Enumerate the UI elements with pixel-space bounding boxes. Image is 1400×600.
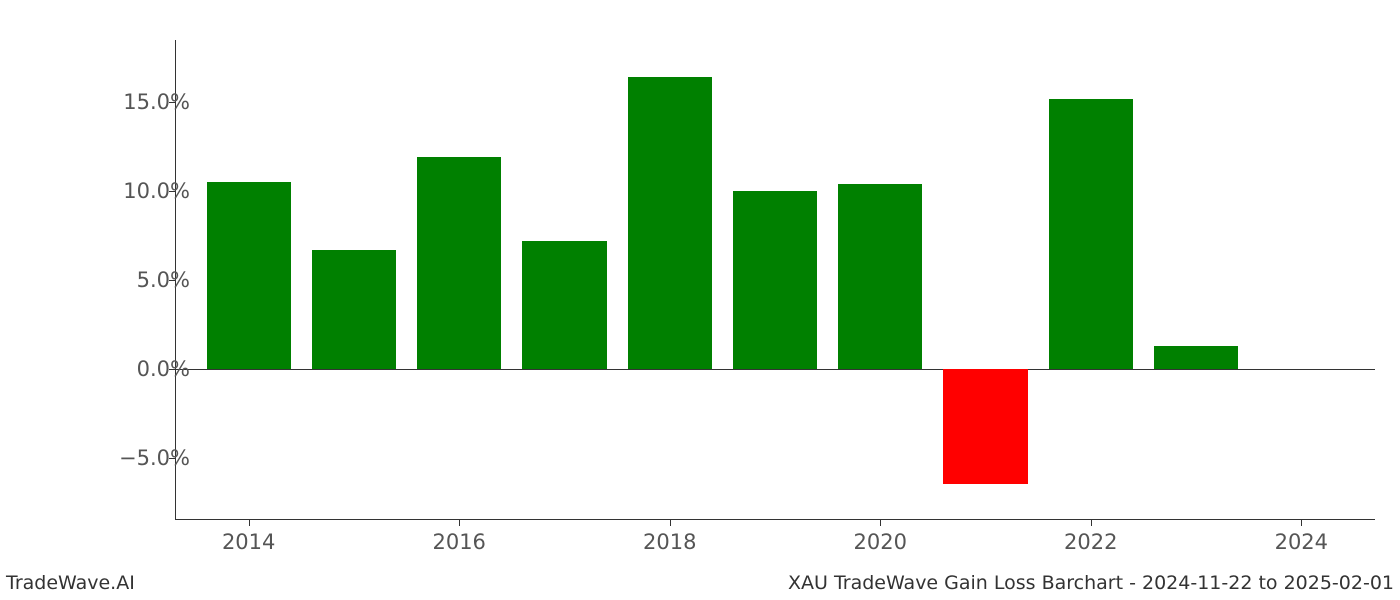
x-tick-label: 2022 [1064, 530, 1117, 554]
x-tick-label: 2024 [1275, 530, 1328, 554]
x-axis-line [175, 519, 1375, 520]
bar [943, 369, 1027, 485]
y-tick-label: 0.0% [137, 357, 190, 381]
x-tick-mark [459, 520, 460, 526]
x-tick-mark [1301, 520, 1302, 526]
bar [207, 182, 291, 369]
bar [733, 191, 817, 369]
bar [417, 157, 501, 369]
x-tick-label: 2014 [222, 530, 275, 554]
bar [628, 77, 712, 369]
chart-container [175, 40, 1375, 520]
bar [1154, 346, 1238, 369]
x-tick-label: 2016 [432, 530, 485, 554]
y-tick-label: 15.0% [123, 90, 190, 114]
y-tick-label: 5.0% [137, 268, 190, 292]
y-tick-label: 10.0% [123, 179, 190, 203]
x-tick-mark [1091, 520, 1092, 526]
x-tick-mark [249, 520, 250, 526]
footer-right-text: XAU TradeWave Gain Loss Barchart - 2024-… [788, 572, 1394, 594]
plot-area [175, 40, 1375, 520]
x-tick-label: 2018 [643, 530, 696, 554]
footer-left-text: TradeWave.AI [6, 572, 135, 594]
bar [522, 241, 606, 369]
y-tick-label: −5.0% [119, 446, 190, 470]
x-tick-mark [880, 520, 881, 526]
bar [1049, 99, 1133, 369]
zero-line [175, 369, 1375, 370]
x-tick-mark [670, 520, 671, 526]
bar [838, 184, 922, 369]
bar [312, 250, 396, 369]
x-tick-label: 2020 [854, 530, 907, 554]
